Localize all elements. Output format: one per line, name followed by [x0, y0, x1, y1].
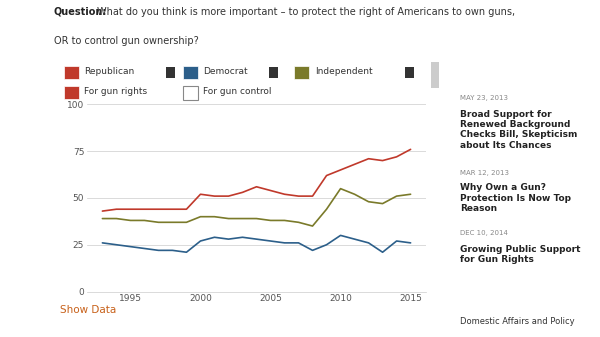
- Text: DEC 10, 2014: DEC 10, 2014: [460, 231, 508, 236]
- Text: What do you think is more important – to protect the right of Americans to own g: What do you think is more important – to…: [97, 7, 515, 17]
- Text: Independent: Independent: [315, 67, 373, 76]
- Text: For gun control: For gun control: [203, 87, 272, 96]
- Text: MAR 12, 2013: MAR 12, 2013: [460, 170, 509, 176]
- Text: OR to control gun ownership?: OR to control gun ownership?: [54, 36, 199, 47]
- Text: TOPICS: TOPICS: [460, 296, 497, 305]
- Text: RELATED: RELATED: [460, 75, 505, 85]
- Text: Question:: Question:: [54, 7, 107, 17]
- Bar: [431, 62, 439, 88]
- Bar: [64, 66, 79, 79]
- Text: MAY 23, 2013: MAY 23, 2013: [460, 95, 508, 101]
- Text: Republican: Republican: [84, 67, 134, 76]
- Text: Democrat: Democrat: [203, 67, 248, 76]
- Text: Why Own a Gun?
Protection Is Now Top
Reason: Why Own a Gun? Protection Is Now Top Rea…: [460, 183, 571, 213]
- Text: Show Data: Show Data: [60, 305, 116, 315]
- Bar: [166, 67, 175, 78]
- Bar: [295, 66, 309, 79]
- Bar: [269, 67, 278, 78]
- Text: Domestic Affairs and Policy: Domestic Affairs and Policy: [460, 317, 575, 326]
- Bar: [405, 67, 414, 78]
- Text: For gun rights: For gun rights: [84, 87, 148, 96]
- Text: Growing Public Support
for Gun Rights: Growing Public Support for Gun Rights: [460, 245, 581, 264]
- Text: Broad Support for
Renewed Background
Checks Bill, Skepticism
about Its Chances: Broad Support for Renewed Background Che…: [460, 110, 577, 150]
- Bar: [183, 66, 197, 79]
- Bar: [183, 86, 197, 100]
- Bar: [64, 86, 79, 99]
